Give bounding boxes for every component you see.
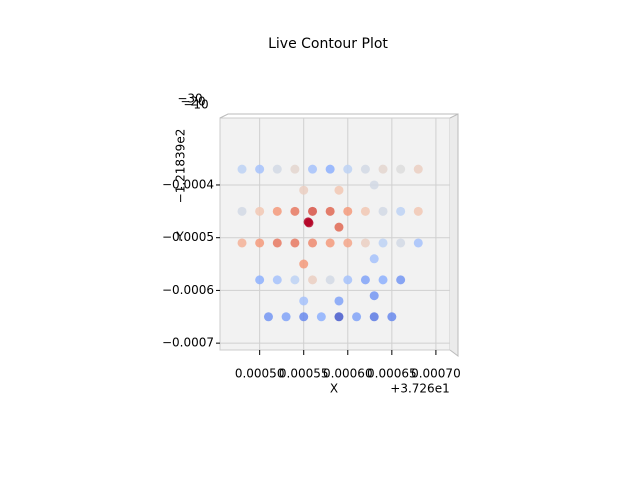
x-tick-label: 0.00065	[367, 367, 417, 381]
x-tick-label: 0.00070	[411, 367, 461, 381]
y-offset: −1.21839e2	[174, 129, 188, 204]
x-tick-label: 0.00050	[235, 367, 285, 381]
point	[304, 218, 314, 228]
point	[360, 206, 370, 216]
point	[299, 296, 309, 306]
point	[413, 164, 423, 174]
point	[272, 164, 282, 174]
point	[378, 206, 388, 216]
point	[387, 312, 397, 322]
point	[360, 275, 370, 285]
point	[299, 312, 309, 322]
point	[290, 164, 300, 174]
point	[255, 275, 265, 285]
point	[396, 275, 406, 285]
point	[343, 164, 353, 174]
point	[237, 206, 247, 216]
point	[290, 275, 300, 285]
point	[308, 164, 318, 174]
x-axis-label: X	[330, 382, 338, 396]
point	[343, 238, 353, 248]
point	[263, 312, 273, 322]
point	[308, 275, 318, 285]
point	[272, 275, 282, 285]
point	[316, 312, 326, 322]
point	[369, 291, 379, 301]
y-tick-label: −0.0005	[162, 230, 214, 244]
point	[334, 222, 344, 232]
point	[325, 275, 335, 285]
x-offset: +3.726e1	[390, 382, 449, 396]
point	[237, 238, 247, 248]
point	[334, 312, 344, 322]
point	[281, 312, 291, 322]
point	[325, 164, 335, 174]
back-edge	[219, 113, 458, 119]
point	[325, 206, 335, 216]
point	[308, 238, 318, 248]
point	[369, 180, 379, 190]
point	[396, 238, 406, 248]
point	[360, 164, 370, 174]
z-tick-label: −20	[180, 95, 205, 109]
point	[334, 185, 344, 195]
y-tick-label: −0.0004	[162, 177, 214, 191]
z-tick-label: −10	[183, 98, 208, 112]
point	[290, 238, 300, 248]
side-pane	[449, 113, 459, 357]
point	[378, 275, 388, 285]
point	[396, 164, 406, 174]
point	[369, 254, 379, 264]
point	[369, 312, 379, 322]
point	[299, 259, 309, 269]
point	[237, 164, 247, 174]
point	[308, 206, 318, 216]
y-axis-label: Y	[175, 230, 184, 244]
x-tick-label: 0.00055	[279, 367, 329, 381]
point	[334, 296, 344, 306]
point	[255, 164, 265, 174]
point	[255, 206, 265, 216]
point	[272, 206, 282, 216]
point	[378, 164, 388, 174]
point	[299, 185, 309, 195]
point	[360, 238, 370, 248]
point	[352, 312, 362, 322]
z-tick-label: −30	[177, 92, 202, 106]
point	[378, 238, 388, 248]
point	[255, 238, 265, 248]
point	[343, 206, 353, 216]
x-tick-label: 0.00060	[323, 367, 373, 381]
point	[413, 238, 423, 248]
chart-title: Live Contour Plot	[268, 36, 388, 52]
point	[413, 206, 423, 216]
point	[325, 238, 335, 248]
y-tick-label: −0.0006	[162, 283, 214, 297]
y-tick-label: −0.0007	[162, 336, 214, 350]
point	[290, 206, 300, 216]
point	[343, 275, 353, 285]
point	[272, 238, 282, 248]
point	[396, 206, 406, 216]
